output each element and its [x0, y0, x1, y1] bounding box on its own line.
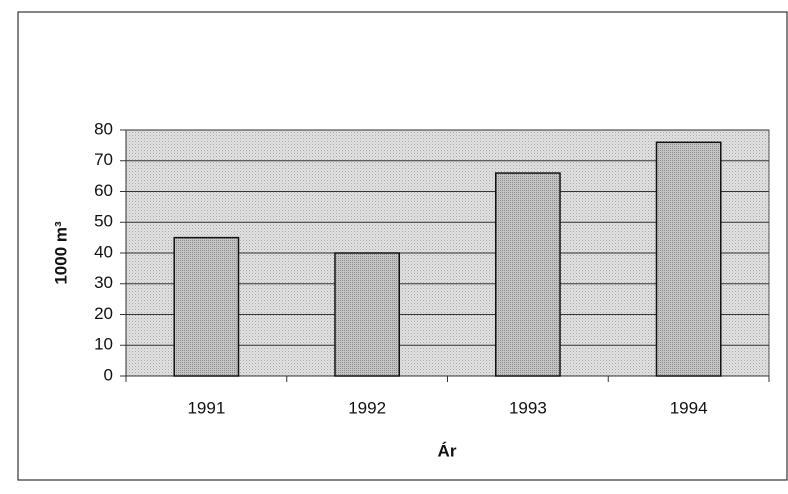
bar — [494, 172, 561, 377]
x-tick-label: 1993 — [509, 398, 547, 417]
y-tick-label: 20 — [94, 304, 113, 323]
y-tick-label: 0 — [104, 365, 113, 384]
y-tick-label: 60 — [94, 181, 113, 200]
y-tick-label: 80 — [94, 119, 113, 138]
x-tick-label: 1994 — [670, 398, 708, 417]
x-tick-label: 1992 — [348, 398, 386, 417]
y-tick-label: 30 — [94, 273, 113, 292]
bar — [655, 141, 722, 377]
y-tick-label: 40 — [94, 242, 113, 261]
y-tick-label: 10 — [94, 335, 113, 354]
y-tick-label: 70 — [94, 150, 113, 169]
bar — [173, 236, 240, 377]
x-axis-label: Ár — [438, 441, 457, 460]
y-tick-label: 50 — [94, 212, 113, 231]
y-axis-label: 1000 m³ — [51, 221, 70, 285]
x-tick-label: 1991 — [187, 398, 225, 417]
bar — [334, 252, 401, 377]
